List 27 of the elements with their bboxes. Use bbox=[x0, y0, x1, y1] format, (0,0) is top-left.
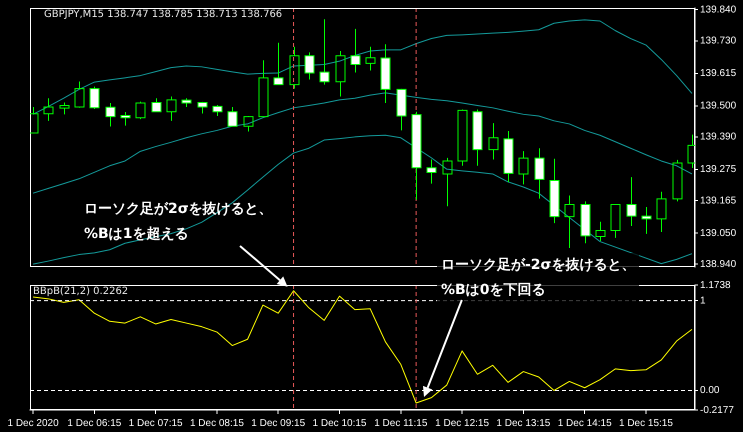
y-tick-label: -0.2177 bbox=[700, 404, 734, 416]
x-tick-label: 1 Dec 07:15 bbox=[128, 418, 184, 429]
chart-title: BBpB(21,2) 0.2262 bbox=[33, 286, 128, 297]
y-tick-label: 0.00 bbox=[700, 385, 720, 396]
chart-title: GBPJPY,M15 138.747 138.785 138.713 138.766 bbox=[44, 9, 282, 20]
y-tick-label: 139.500 bbox=[700, 100, 737, 112]
x-tick-label: 1 Dec 09:15 bbox=[251, 418, 306, 429]
x-tick-label: 1 Dec 2020 bbox=[7, 418, 60, 429]
x-tick-label: 1 Dec 14:15 bbox=[558, 418, 612, 429]
y-tick-label: 139.275 bbox=[700, 164, 737, 176]
y-tick-label: 139.615 bbox=[700, 68, 737, 80]
x-tick-label: 1 Dec 15:15 bbox=[619, 418, 674, 429]
x-tick-label: 1 Dec 13:15 bbox=[496, 418, 551, 429]
y-tick-label: 139.050 bbox=[700, 228, 737, 239]
y-tick-label: 138.940 bbox=[700, 258, 737, 270]
y-tick-label: 1.1738 bbox=[700, 280, 732, 291]
annotation: ローソク足が-2σを抜けると、 %Bは0を下回る bbox=[437, 253, 640, 302]
x-tick-label: 1 Dec 12:15 bbox=[435, 418, 490, 429]
y-tick-label: 139.165 bbox=[700, 195, 737, 206]
y-tick-label: 139.390 bbox=[700, 132, 737, 143]
x-tick-label: 1 Dec 11:15 bbox=[374, 418, 428, 429]
y-tick-label: 139.840 bbox=[700, 4, 737, 16]
x-tick-label: 1 Dec 06:15 bbox=[67, 418, 122, 429]
y-tick-label: 139.730 bbox=[700, 36, 737, 47]
y-tick-label: 1 bbox=[700, 295, 706, 306]
x-tick-label: 1 Dec 10:15 bbox=[312, 418, 367, 429]
x-tick-label: 1 Dec 08:15 bbox=[190, 418, 244, 429]
